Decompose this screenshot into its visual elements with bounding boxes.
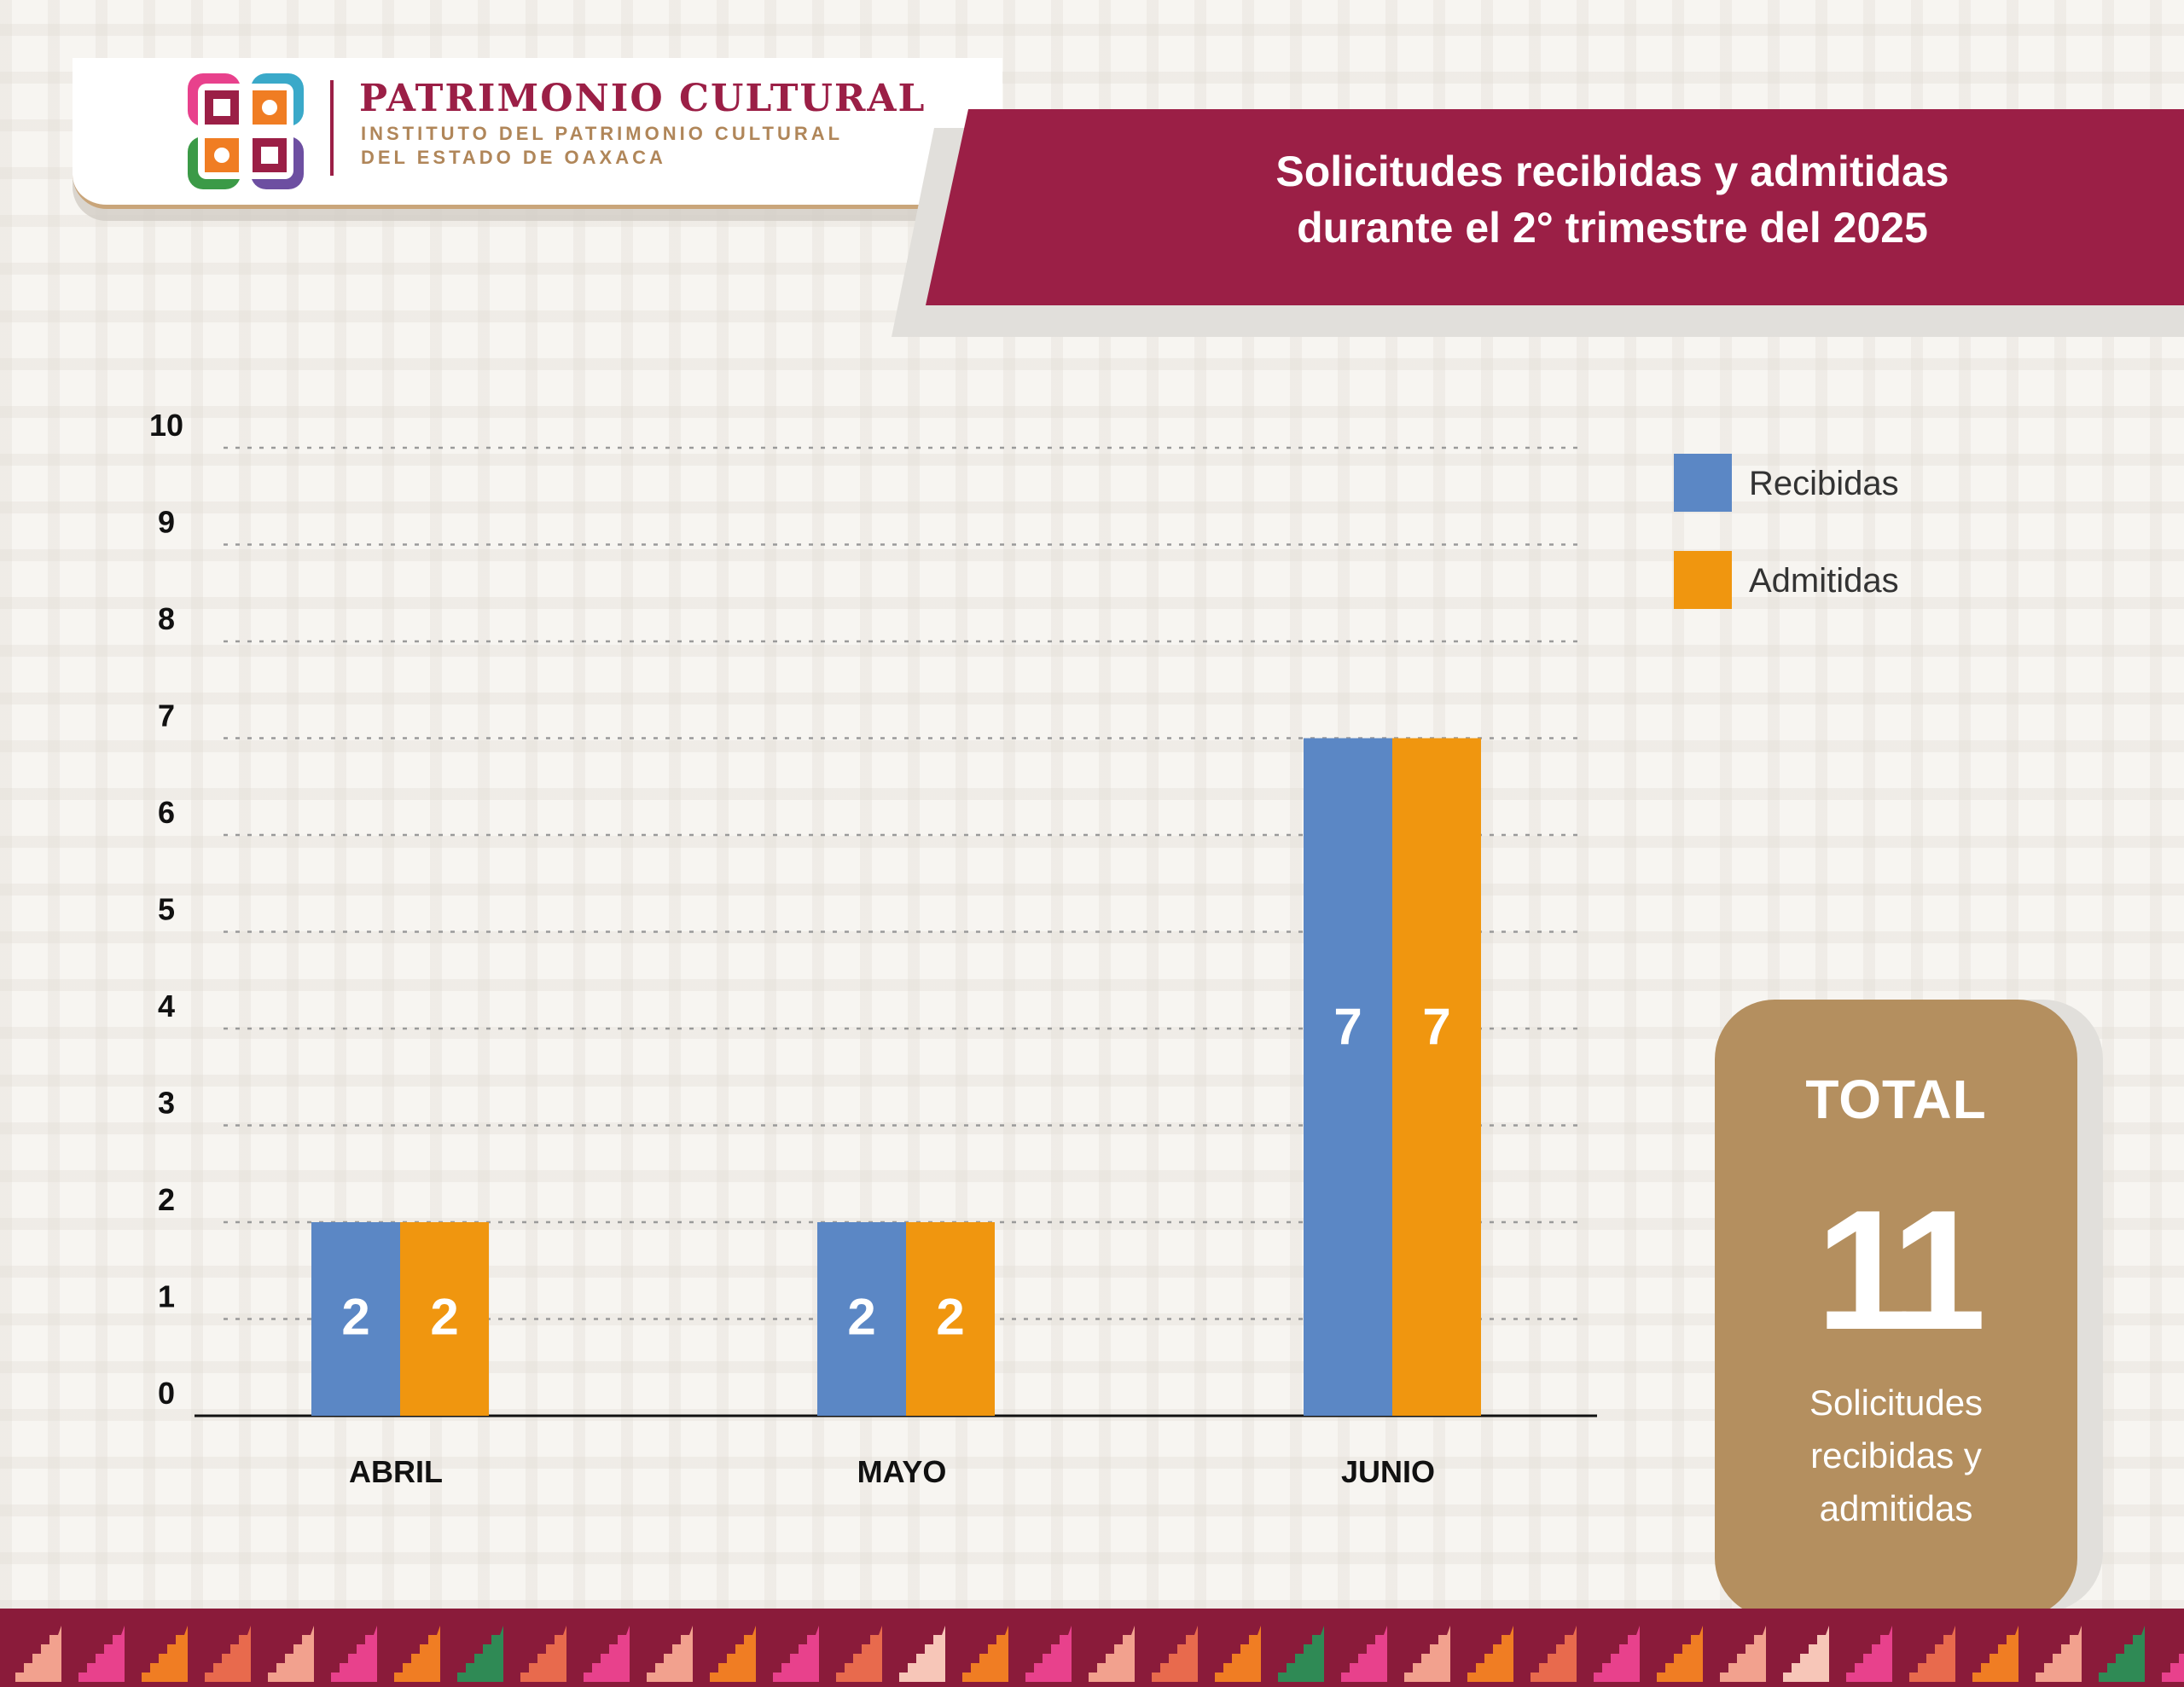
- bar-admitidas-abril: [400, 1222, 489, 1416]
- chart-title-line1: Solicitudes recibidas y admitidas: [1275, 148, 1949, 195]
- footer-step-shape: [1774, 1626, 1829, 1682]
- bar-recibidas-junio: [1304, 738, 1392, 1416]
- footer-step-shape: [1901, 1626, 1955, 1682]
- bar-admitidas-junio: [1392, 738, 1481, 1416]
- y-tick-label: 7: [158, 699, 175, 733]
- legend-label-admitidas: Admitidas: [1749, 562, 1899, 600]
- org-title: PATRIMONIO CULTURAL: [359, 77, 926, 120]
- data-label: 2: [430, 1289, 458, 1346]
- total-description: Solicitudes recibidas y admitidas: [1749, 1377, 2043, 1535]
- footer-step-shape: [1585, 1626, 1640, 1682]
- footer-step-shape: [1206, 1626, 1261, 1682]
- footer-step-shape: [259, 1626, 314, 1682]
- y-tick-label: 5: [158, 892, 175, 927]
- footer-step-shape: [1838, 1626, 1892, 1682]
- footer-step-shape: [1459, 1626, 1513, 1682]
- total-desc-line2: recibidas y: [1810, 1435, 1982, 1475]
- footer-step-shape: [575, 1626, 630, 1682]
- chart-title: Solicitudes recibidas y admitidas durant…: [1096, 143, 2129, 256]
- data-label: 2: [847, 1289, 875, 1346]
- data-label: 7: [1422, 998, 1450, 1055]
- legend-swatch-admitidas: [1674, 551, 1732, 609]
- y-tick-label: 9: [158, 505, 175, 540]
- total-value: 11: [1815, 1175, 1986, 1365]
- footer-step-shape: [638, 1626, 693, 1682]
- y-tick-label: 10: [149, 408, 183, 443]
- total-desc-line3: admitidas: [1819, 1488, 1973, 1528]
- footer-step-shape: [891, 1626, 945, 1682]
- footer-step-shape: [133, 1626, 188, 1682]
- footer-step-shape: [2027, 1626, 2082, 1682]
- footer-step-shape: [954, 1626, 1008, 1682]
- footer-step-shape: [1017, 1626, 1072, 1682]
- footer-step-shape: [828, 1626, 882, 1682]
- logo-card: PATRIMONIO CULTURAL INSTITUTO DEL PATRIM…: [73, 58, 1002, 209]
- footer-step-shape: [449, 1626, 503, 1682]
- total-title: TOTAL: [1805, 1069, 1987, 1130]
- total-card: TOTAL 11 Solicitudes recibidas y admitid…: [1715, 1000, 2077, 1618]
- org-subtitle-line1: INSTITUTO DEL PATRIMONIO CULTURAL: [361, 123, 844, 144]
- footer-step-shape: [512, 1626, 566, 1682]
- data-label: 2: [341, 1289, 369, 1346]
- legend-swatch-recibidas: [1674, 454, 1732, 512]
- bar-recibidas-abril: [311, 1222, 400, 1416]
- footer-step-shape: [322, 1626, 377, 1682]
- footer-step-shape: [70, 1626, 125, 1682]
- total-desc-line1: Solicitudes: [1809, 1383, 1984, 1423]
- y-tick-label: 1: [158, 1279, 175, 1314]
- footer-step-shape: [7, 1626, 61, 1682]
- legend-label-recibidas: Recibidas: [1749, 465, 1899, 502]
- footer-step-shape: [1080, 1626, 1135, 1682]
- footer-step-shape: [1711, 1626, 1766, 1682]
- patrimonio-logo-icon: [188, 73, 304, 189]
- y-tick-label: 2: [158, 1182, 175, 1217]
- bar-admitidas-mayo: [906, 1222, 995, 1416]
- data-label: 7: [1333, 998, 1362, 1055]
- footer-step-shape: [1648, 1626, 1703, 1682]
- chart-title-line2: durante el 2° trimestre del 2025: [1297, 204, 1928, 252]
- data-label: 2: [936, 1289, 964, 1346]
- footer-step-shape: [1143, 1626, 1198, 1682]
- footer-step-shape: [1333, 1626, 1387, 1682]
- footer-step-shape: [701, 1626, 756, 1682]
- x-category-label: MAYO: [857, 1454, 947, 1489]
- footer-step-shape: [1522, 1626, 1577, 1682]
- x-category-label: ABRIL: [349, 1454, 443, 1489]
- footer-step-shape: [764, 1626, 819, 1682]
- y-tick-label: 4: [158, 988, 175, 1023]
- logo-separator: [330, 80, 334, 176]
- title-banner: [926, 109, 2184, 305]
- org-subtitle-line2: DEL ESTADO DE OAXACA: [361, 147, 666, 168]
- decorative-footer-band: [0, 1609, 2184, 1687]
- y-tick-label: 6: [158, 795, 175, 830]
- y-tick-label: 0: [158, 1376, 175, 1411]
- footer-step-shape: [1269, 1626, 1324, 1682]
- bar-recibidas-mayo: [817, 1222, 906, 1416]
- footer-step-shape: [2090, 1626, 2145, 1682]
- footer-step-shape: [386, 1626, 440, 1682]
- footer-step-pattern: [7, 1626, 2184, 1682]
- y-tick-label: 8: [158, 601, 175, 636]
- y-tick-label: 3: [158, 1086, 175, 1121]
- footer-step-shape: [2153, 1654, 2184, 1682]
- x-category-label: JUNIO: [1341, 1454, 1435, 1489]
- footer-step-shape: [1964, 1626, 2018, 1682]
- footer-step-shape: [196, 1626, 251, 1682]
- footer-step-shape: [1396, 1626, 1450, 1682]
